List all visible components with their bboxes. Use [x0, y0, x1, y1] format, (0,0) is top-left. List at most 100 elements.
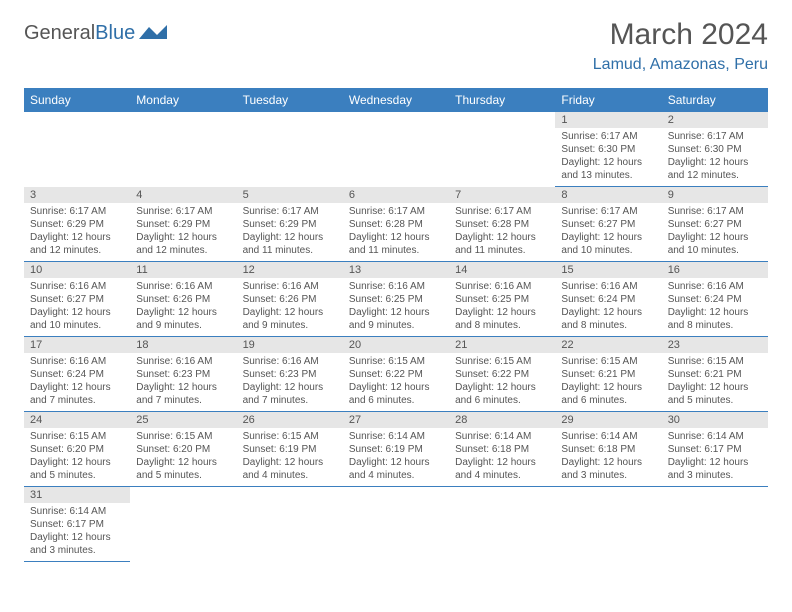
day-header: Thursday [449, 88, 555, 112]
day-number: 1 [555, 112, 661, 128]
calendar-cell: 19Sunrise: 6:16 AMSunset: 6:23 PMDayligh… [237, 337, 343, 412]
calendar-cell: 16Sunrise: 6:16 AMSunset: 6:24 PMDayligh… [662, 262, 768, 337]
calendar-cell [449, 112, 555, 187]
header: GeneralBlue March 2024 Lamud, Amazonas, … [24, 18, 768, 74]
calendar-cell: 21Sunrise: 6:15 AMSunset: 6:22 PMDayligh… [449, 337, 555, 412]
calendar-cell: 25Sunrise: 6:15 AMSunset: 6:20 PMDayligh… [130, 412, 236, 487]
day-number: 19 [237, 337, 343, 353]
day-number: 9 [662, 187, 768, 203]
calendar-cell: 29Sunrise: 6:14 AMSunset: 6:18 PMDayligh… [555, 412, 661, 487]
calendar-table: SundayMondayTuesdayWednesdayThursdayFrid… [24, 88, 768, 562]
title-block: March 2024 Lamud, Amazonas, Peru [593, 18, 768, 74]
calendar-week: 17Sunrise: 6:16 AMSunset: 6:24 PMDayligh… [24, 337, 768, 412]
day-number: 11 [130, 262, 236, 278]
day-number: 4 [130, 187, 236, 203]
calendar-cell [343, 112, 449, 187]
calendar-cell: 18Sunrise: 6:16 AMSunset: 6:23 PMDayligh… [130, 337, 236, 412]
location: Lamud, Amazonas, Peru [593, 56, 768, 74]
calendar-cell: 9Sunrise: 6:17 AMSunset: 6:27 PMDaylight… [662, 187, 768, 262]
day-details: Sunrise: 6:17 AMSunset: 6:29 PMDaylight:… [237, 203, 343, 261]
day-number: 17 [24, 337, 130, 353]
day-details: Sunrise: 6:16 AMSunset: 6:25 PMDaylight:… [343, 278, 449, 336]
calendar-cell [555, 487, 661, 562]
calendar-cell: 26Sunrise: 6:15 AMSunset: 6:19 PMDayligh… [237, 412, 343, 487]
day-number: 25 [130, 412, 236, 428]
day-number: 26 [237, 412, 343, 428]
calendar-cell: 13Sunrise: 6:16 AMSunset: 6:25 PMDayligh… [343, 262, 449, 337]
calendar-cell: 23Sunrise: 6:15 AMSunset: 6:21 PMDayligh… [662, 337, 768, 412]
calendar-cell: 17Sunrise: 6:16 AMSunset: 6:24 PMDayligh… [24, 337, 130, 412]
calendar-cell: 10Sunrise: 6:16 AMSunset: 6:27 PMDayligh… [24, 262, 130, 337]
day-details: Sunrise: 6:15 AMSunset: 6:22 PMDaylight:… [343, 353, 449, 411]
calendar-cell: 8Sunrise: 6:17 AMSunset: 6:27 PMDaylight… [555, 187, 661, 262]
calendar-cell: 22Sunrise: 6:15 AMSunset: 6:21 PMDayligh… [555, 337, 661, 412]
calendar-cell: 12Sunrise: 6:16 AMSunset: 6:26 PMDayligh… [237, 262, 343, 337]
day-header: Sunday [24, 88, 130, 112]
day-number: 13 [343, 262, 449, 278]
calendar-cell [662, 487, 768, 562]
day-number: 3 [24, 187, 130, 203]
logo: GeneralBlue [24, 22, 167, 45]
day-header-row: SundayMondayTuesdayWednesdayThursdayFrid… [24, 88, 768, 112]
calendar-cell: 4Sunrise: 6:17 AMSunset: 6:29 PMDaylight… [130, 187, 236, 262]
calendar-week: 31Sunrise: 6:14 AMSunset: 6:17 PMDayligh… [24, 487, 768, 562]
month-title: March 2024 [593, 18, 768, 52]
day-details: Sunrise: 6:16 AMSunset: 6:27 PMDaylight:… [24, 278, 130, 336]
day-details: Sunrise: 6:16 AMSunset: 6:25 PMDaylight:… [449, 278, 555, 336]
calendar-cell: 3Sunrise: 6:17 AMSunset: 6:29 PMDaylight… [24, 187, 130, 262]
day-header: Wednesday [343, 88, 449, 112]
day-number: 23 [662, 337, 768, 353]
calendar-cell: 30Sunrise: 6:14 AMSunset: 6:17 PMDayligh… [662, 412, 768, 487]
day-number: 8 [555, 187, 661, 203]
calendar-head: SundayMondayTuesdayWednesdayThursdayFrid… [24, 88, 768, 112]
day-number: 29 [555, 412, 661, 428]
day-details: Sunrise: 6:15 AMSunset: 6:20 PMDaylight:… [24, 428, 130, 486]
day-header: Friday [555, 88, 661, 112]
calendar-cell: 11Sunrise: 6:16 AMSunset: 6:26 PMDayligh… [130, 262, 236, 337]
day-number: 5 [237, 187, 343, 203]
calendar-cell: 27Sunrise: 6:14 AMSunset: 6:19 PMDayligh… [343, 412, 449, 487]
day-header: Tuesday [237, 88, 343, 112]
day-number: 16 [662, 262, 768, 278]
calendar-cell [343, 487, 449, 562]
logo-text-a: General [24, 22, 95, 44]
calendar-cell: 31Sunrise: 6:14 AMSunset: 6:17 PMDayligh… [24, 487, 130, 562]
calendar-cell: 20Sunrise: 6:15 AMSunset: 6:22 PMDayligh… [343, 337, 449, 412]
day-number: 21 [449, 337, 555, 353]
day-details: Sunrise: 6:17 AMSunset: 6:28 PMDaylight:… [343, 203, 449, 261]
day-details: Sunrise: 6:15 AMSunset: 6:22 PMDaylight:… [449, 353, 555, 411]
day-header: Saturday [662, 88, 768, 112]
day-number: 30 [662, 412, 768, 428]
day-number: 2 [662, 112, 768, 128]
day-number: 20 [343, 337, 449, 353]
calendar-cell [237, 112, 343, 187]
day-number: 27 [343, 412, 449, 428]
calendar-week: 24Sunrise: 6:15 AMSunset: 6:20 PMDayligh… [24, 412, 768, 487]
day-details: Sunrise: 6:14 AMSunset: 6:19 PMDaylight:… [343, 428, 449, 486]
calendar-cell: 15Sunrise: 6:16 AMSunset: 6:24 PMDayligh… [555, 262, 661, 337]
calendar-cell: 28Sunrise: 6:14 AMSunset: 6:18 PMDayligh… [449, 412, 555, 487]
day-details: Sunrise: 6:16 AMSunset: 6:26 PMDaylight:… [237, 278, 343, 336]
calendar-week: 1Sunrise: 6:17 AMSunset: 6:30 PMDaylight… [24, 112, 768, 187]
flag-icon [139, 25, 167, 43]
calendar-cell [24, 112, 130, 187]
day-details: Sunrise: 6:17 AMSunset: 6:30 PMDaylight:… [555, 128, 661, 186]
day-details: Sunrise: 6:17 AMSunset: 6:28 PMDaylight:… [449, 203, 555, 261]
day-number: 24 [24, 412, 130, 428]
day-details: Sunrise: 6:16 AMSunset: 6:24 PMDaylight:… [555, 278, 661, 336]
day-details: Sunrise: 6:17 AMSunset: 6:27 PMDaylight:… [555, 203, 661, 261]
day-number: 31 [24, 487, 130, 503]
day-number: 6 [343, 187, 449, 203]
day-number: 28 [449, 412, 555, 428]
day-details: Sunrise: 6:14 AMSunset: 6:18 PMDaylight:… [449, 428, 555, 486]
calendar-cell: 6Sunrise: 6:17 AMSunset: 6:28 PMDaylight… [343, 187, 449, 262]
day-details: Sunrise: 6:14 AMSunset: 6:17 PMDaylight:… [662, 428, 768, 486]
logo-text-b: Blue [95, 22, 135, 44]
day-details: Sunrise: 6:14 AMSunset: 6:17 PMDaylight:… [24, 503, 130, 561]
calendar-cell [130, 112, 236, 187]
day-details: Sunrise: 6:15 AMSunset: 6:21 PMDaylight:… [662, 353, 768, 411]
calendar-cell: 24Sunrise: 6:15 AMSunset: 6:20 PMDayligh… [24, 412, 130, 487]
calendar-cell [449, 487, 555, 562]
logo-text: GeneralBlue [24, 22, 135, 45]
day-details: Sunrise: 6:16 AMSunset: 6:24 PMDaylight:… [662, 278, 768, 336]
